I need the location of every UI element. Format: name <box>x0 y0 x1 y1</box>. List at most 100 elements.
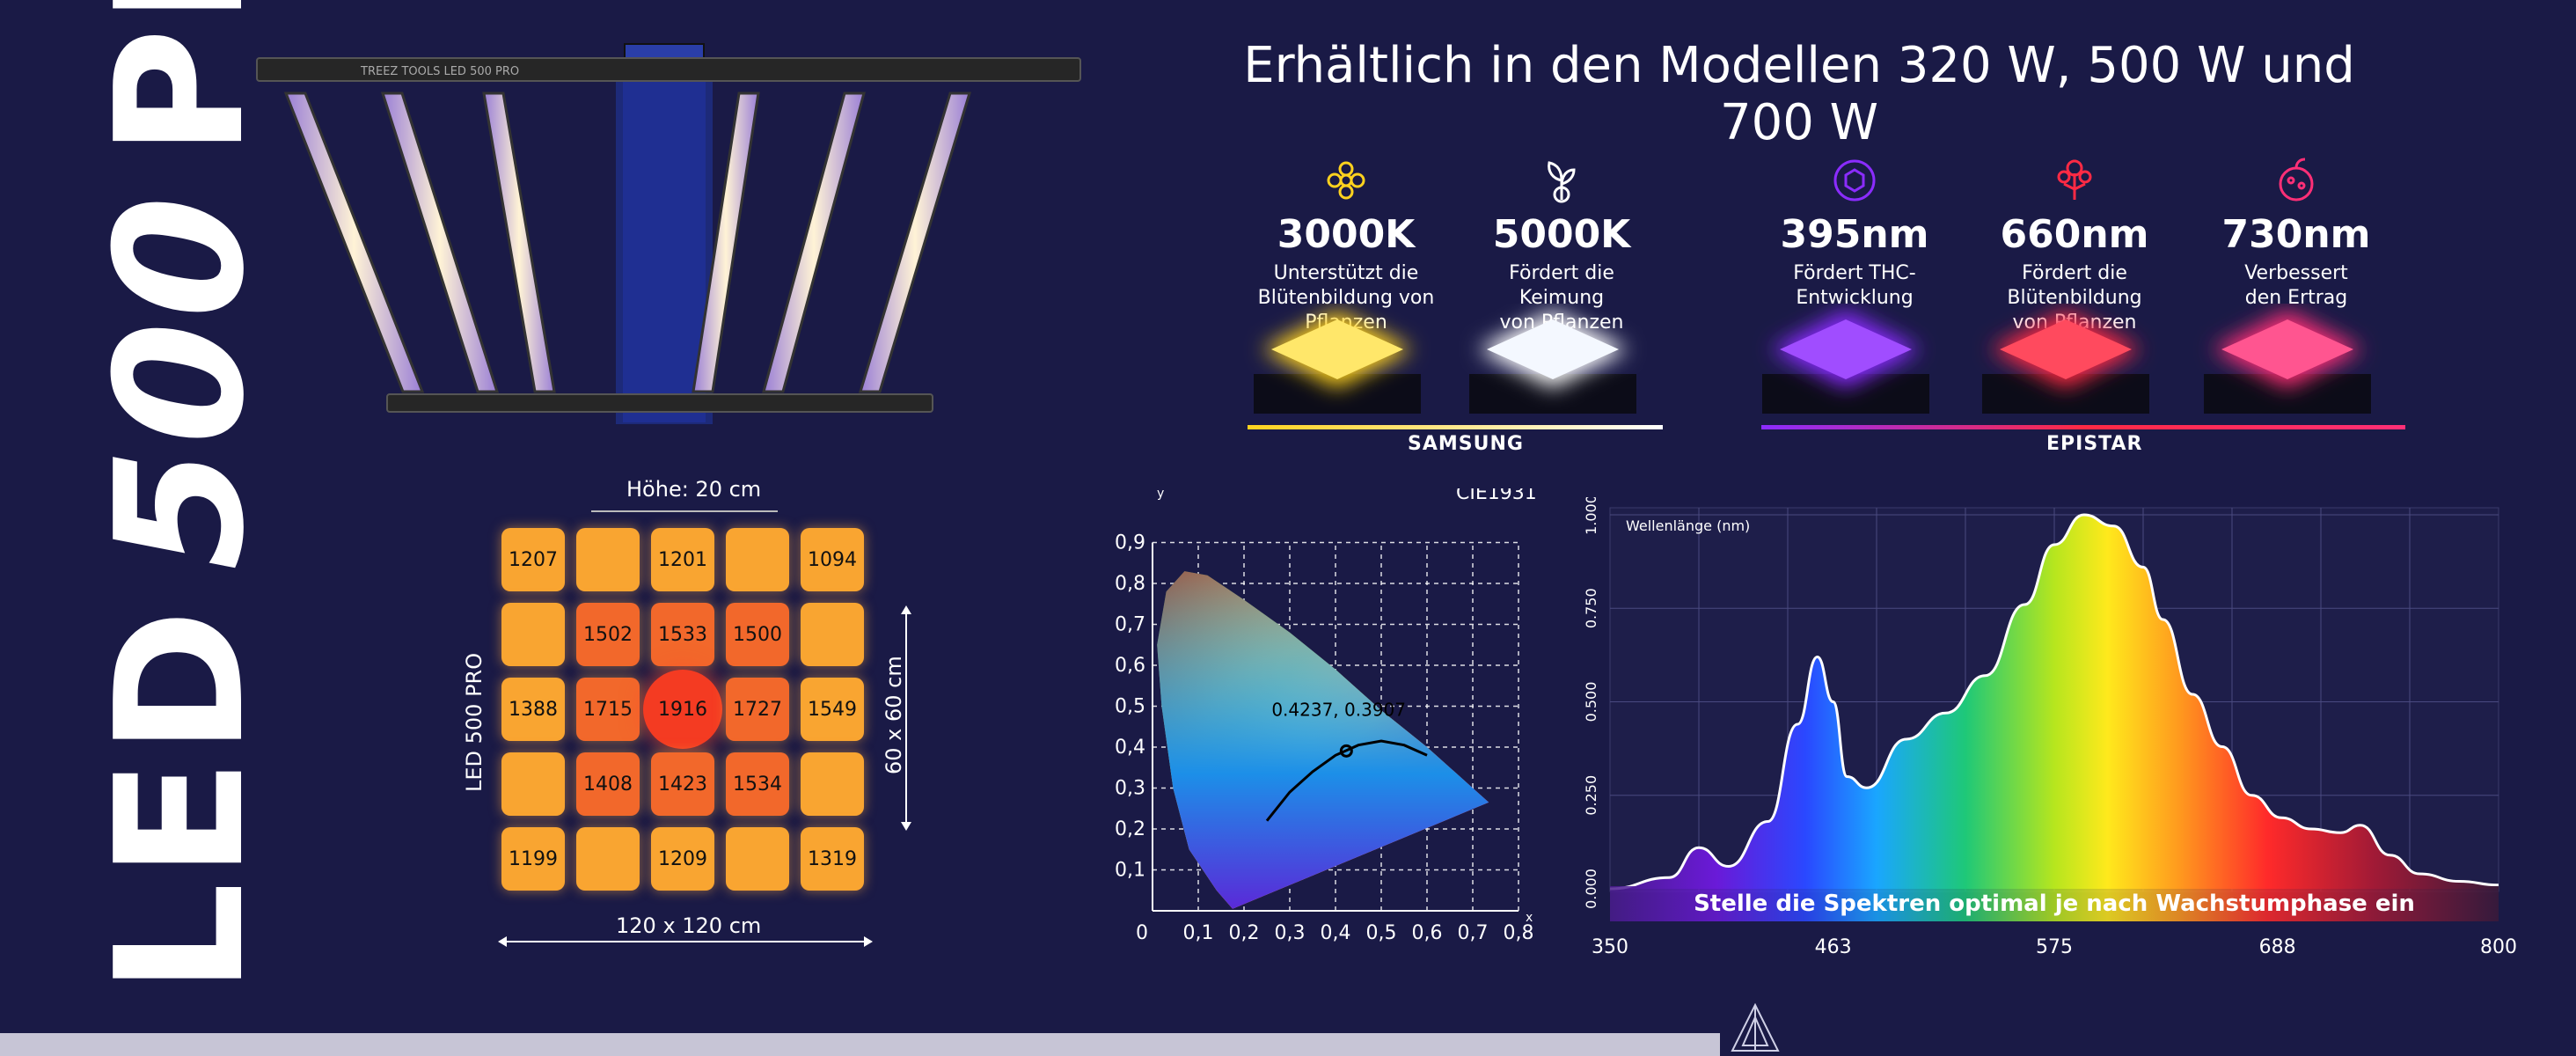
cie-x-tick: 0,7 <box>1458 922 1489 944</box>
models-headline: Erhältlich in den Modellen 320 W, 500 W … <box>1243 37 2355 151</box>
spectrum-line <box>1609 513 2499 891</box>
cie-x-tick: 0,4 <box>1321 922 1351 944</box>
spectrum-y-tick: 1.000 <box>1583 497 1599 535</box>
grid-cell <box>801 603 864 666</box>
grid-cell <box>726 528 789 591</box>
spectrum-ticks: 350 463 575 688 800 0.000 0.250 0.500 0.750 1.000 <box>1583 497 2517 958</box>
chip-desc: Fördert THC- Entwicklung <box>1793 262 1916 309</box>
grid-cell: 1500 <box>726 603 789 666</box>
chip-value: 730nm <box>2221 212 2371 257</box>
footprint-arrow <box>498 936 873 947</box>
spectrum-y-tick: 0.250 <box>1583 775 1599 816</box>
grid-cell: 1201 <box>651 528 714 591</box>
cie-y-tick: 0,4 <box>1115 737 1145 759</box>
height-line <box>591 510 778 512</box>
grid-cell: 1534 <box>726 752 789 816</box>
fruit-icon <box>2279 158 2314 202</box>
ppfd-grid: 1207 1201 1094 1502 1533 1500 1388 1715 1916 1727… <box>501 528 871 898</box>
cie-y-tick: 0,8 <box>1115 573 1145 595</box>
grid-cell: 1549 <box>801 678 864 741</box>
led-fixture-image: TREEZ TOOLS LED 500 PRO <box>256 43 1081 424</box>
chip-desc: Verbessert den Ertrag <box>2244 262 2348 309</box>
cie-ticks: 0 0,1 0,2 0,3 0,4 0,5 0,6 0,7 0,8 0,1 0,2 0,3 0,4 0,5… <box>1115 532 1534 945</box>
cie-y-axis-label: y <box>1157 488 1164 501</box>
molecule-icon <box>1833 159 1876 202</box>
samsung-line <box>1248 425 1663 429</box>
grid-cell: 1094 <box>801 528 864 591</box>
spectrum-area <box>1610 515 2499 889</box>
grid-cell: 1199 <box>501 827 565 891</box>
led-730nm <box>2204 311 2371 414</box>
grid-cell: 1715 <box>576 678 640 741</box>
cie-x-tick: 0,1 <box>1183 922 1214 944</box>
epistar-line <box>1761 425 2405 429</box>
cie-y-tick: 0,2 <box>1115 818 1145 840</box>
grid-cell <box>501 603 565 666</box>
spectrum-x-tick: 800 <box>2480 936 2517 958</box>
cie-x-tick: 0 <box>1136 922 1148 944</box>
bloom-icon <box>2057 159 2092 200</box>
grid-cell: 1209 <box>651 827 714 891</box>
grid-cell: 1408 <box>576 752 640 816</box>
spectrum-bar <box>1610 886 2499 921</box>
grid-cell: 1388 <box>501 678 565 741</box>
cie-chart: 0.4237, 0.3907 CIE1931 y x 0 0,1 0,2 0,3 0,4… <box>1115 488 1537 945</box>
grid-cell: 1502 <box>576 603 640 666</box>
footprint-label: 120 x 120 cm <box>616 913 762 938</box>
grid-cell <box>576 827 640 891</box>
height-label: Höhe: 20 cm <box>626 477 762 502</box>
cie-grid <box>1152 541 1519 912</box>
grid-cell: 1533 <box>651 603 714 666</box>
grid-cell: 1727 <box>726 678 789 741</box>
cie-y-tick: 0,6 <box>1115 655 1145 677</box>
grid-cell: 1207 <box>501 528 565 591</box>
cie-locus-blue <box>1157 571 1489 909</box>
spectrum-subtitle: Stelle die Spektren optimal je nach Wach… <box>1694 891 2415 917</box>
spectrum-x-tick: 350 <box>1592 936 1628 958</box>
spectrum-title: Wellenlänge (nm) <box>1626 517 1750 534</box>
spectrum-x-tick: 575 <box>2036 936 2073 958</box>
cie-x-tick: 0,3 <box>1275 922 1306 944</box>
spectrum-y-tick: 0.000 <box>1583 869 1599 909</box>
grid-cell <box>501 752 565 816</box>
cie-y-tick: 0,3 <box>1115 778 1145 800</box>
cie-point <box>1339 744 1353 758</box>
spectrum-y-tick: 0.750 <box>1583 588 1599 628</box>
chip-value: 395nm <box>1780 212 1929 257</box>
led-3000k <box>1254 311 1421 414</box>
cie-y-tick: 0,1 <box>1115 860 1145 882</box>
chip-395nm: 395nm Fördert THC- Entwicklung <box>1758 154 1951 311</box>
cie-y-tick: 0,7 <box>1115 614 1145 636</box>
samsung-label: SAMSUNG <box>1408 433 1524 455</box>
led-395nm <box>1762 311 1929 414</box>
chip-5000k: 5000K Fördert die Keimungvon Pflanzen <box>1465 154 1658 335</box>
spectrum-y-tick: 0.500 <box>1583 682 1599 722</box>
cie-x-tick: 0,5 <box>1366 922 1397 944</box>
grid-cell <box>726 827 789 891</box>
grid-cell: 1319 <box>801 827 864 891</box>
cie-y-tick: 0,9 <box>1115 532 1145 554</box>
cie-x-tick: 0,8 <box>1504 922 1534 944</box>
product-title-led: LED <box>77 605 283 994</box>
grid-cell <box>801 752 864 816</box>
grid-cell: 1423 <box>651 752 714 816</box>
cie-x-axis-label: x <box>1526 911 1533 925</box>
grid-size-arrow <box>901 605 911 831</box>
grid-cell <box>576 528 640 591</box>
chip-value: 5000K <box>1492 212 1631 257</box>
cie-y-tick: 0,5 <box>1115 696 1145 718</box>
treez-logo-icon <box>1731 1002 1780 1052</box>
chip-730nm: 730nm Verbessert den Ertrag <box>2199 154 2393 311</box>
led-660nm <box>1982 311 2149 414</box>
cie-title: CIE1931 <box>1456 488 1537 504</box>
flower-icon <box>1327 161 1365 200</box>
chip-value: 660nm <box>2000 212 2149 257</box>
epistar-label: EPISTAR <box>2046 433 2143 455</box>
cie-planckian-curve <box>1265 739 1428 822</box>
chip-value: 3000K <box>1277 212 1416 257</box>
cie-point-label: 0.4237, 0.3907 <box>1271 699 1406 720</box>
fixture-label: TREEZ TOOLS LED 500 PRO <box>360 65 519 78</box>
spectrum-chart: Wellenlänge (nm) Stelle die Spektren opt… <box>1583 497 2517 958</box>
